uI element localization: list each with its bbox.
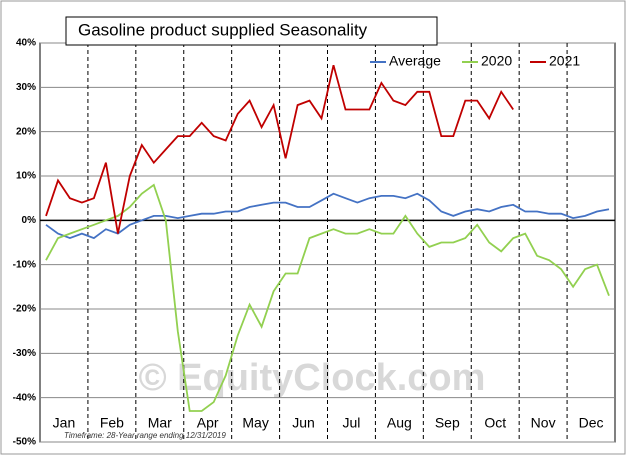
y-tick-label: -20% [13,304,36,315]
y-tick-label: 20% [16,126,36,137]
y-tick-label: -50% [13,437,36,448]
watermark: © EquityClock.com [139,357,486,399]
x-tick-label: Jul [343,415,361,431]
y-tick-label: 30% [16,82,36,93]
x-tick-label: Jan [53,415,76,431]
y-tick-label: -10% [13,259,36,270]
legend-label: 2020 [481,53,512,69]
x-tick-label: Nov [531,415,556,431]
x-tick-label: May [242,415,268,431]
x-tick-label: Feb [100,415,124,431]
series-line [45,64,514,234]
legend-label: 2021 [549,53,580,69]
x-tick-label: Mar [148,415,172,431]
x-tick-label: Oct [484,415,506,431]
x-tick-label: Dec [579,415,604,431]
series-line [45,183,610,412]
x-tick-label: Aug [387,415,412,431]
x-tick-label: Jun [292,415,315,431]
y-tick-label: -30% [13,348,36,359]
y-tick-label: -40% [13,392,36,403]
chart-title: Gasoline product supplied Seasonality [78,20,368,39]
x-tick-label: Apr [197,415,219,431]
y-tick-label: 40% [16,38,36,49]
footnote: Timeframe: 28-Year range ending 12/31/20… [64,431,226,440]
legend-label: Average [389,53,441,69]
y-tick-label: 10% [16,171,36,182]
title-box [65,16,438,46]
series-line [45,192,610,240]
x-tick-label: Sep [435,415,460,431]
y-tick-label: 0% [22,215,37,226]
